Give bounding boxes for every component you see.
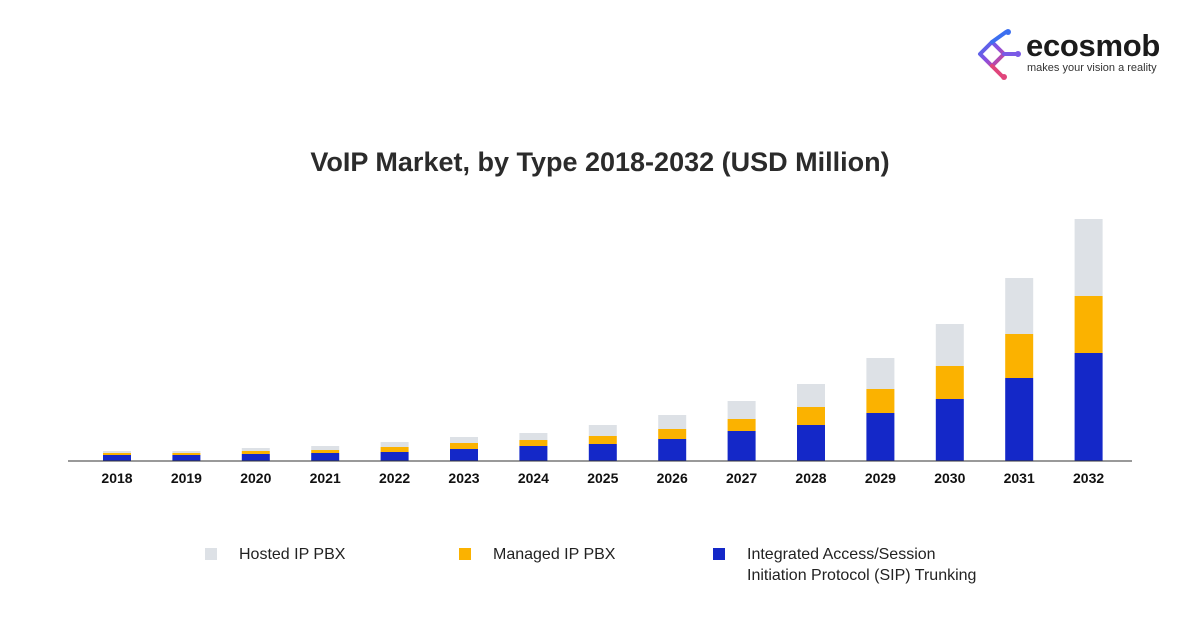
x-tick-label-2032: 2032 <box>1073 470 1104 486</box>
bar-hosted-2024 <box>519 433 548 440</box>
bar-sip-2024 <box>519 446 548 461</box>
bar-hosted-2026 <box>658 415 687 429</box>
bar-hosted-2028 <box>797 384 825 407</box>
bar-managed-2019 <box>172 453 201 455</box>
bar-sip-2028 <box>797 425 825 461</box>
bar-sip-2029 <box>866 413 895 461</box>
x-tick-label-2026: 2026 <box>657 470 688 486</box>
x-tick-label-2028: 2028 <box>795 470 826 486</box>
bar-managed-2020 <box>241 451 270 454</box>
x-tick-label-2025: 2025 <box>587 470 618 486</box>
x-tick-label-2029: 2029 <box>865 470 896 486</box>
bar-managed-2028 <box>797 407 825 425</box>
bar-hosted-2023 <box>450 437 478 443</box>
bar-managed-2021 <box>311 450 340 453</box>
bar-sip-2032 <box>1074 353 1103 461</box>
bar-sip-2023 <box>450 449 478 461</box>
chart-title: VoIP Market, by Type 2018-2032 (USD Mill… <box>310 147 890 177</box>
bar-sip-2022 <box>380 452 409 461</box>
bar-managed-2023 <box>450 443 478 449</box>
x-tick-label-2023: 2023 <box>448 470 479 486</box>
bar-hosted-2030 <box>935 324 964 366</box>
bar-hosted-2021 <box>311 446 340 450</box>
bar-managed-2032 <box>1074 296 1103 353</box>
x-tick-label-2020: 2020 <box>240 470 271 486</box>
bar-managed-2030 <box>935 366 964 399</box>
bar-hosted-2032 <box>1074 219 1103 296</box>
x-tick-label-2018: 2018 <box>101 470 132 486</box>
bar-managed-2027 <box>727 419 756 431</box>
x-tick-label-2031: 2031 <box>1004 470 1035 486</box>
bar-sip-2025 <box>588 444 617 461</box>
bar-hosted-2031 <box>1005 278 1034 334</box>
ecosmob-logo-icon <box>978 29 1021 80</box>
bar-hosted-2027 <box>727 401 756 419</box>
bar-sip-2021 <box>311 453 340 461</box>
bar-managed-2029 <box>866 389 895 413</box>
x-tick-label-2021: 2021 <box>310 470 341 486</box>
bar-sip-2026 <box>658 439 687 461</box>
bar-sip-2030 <box>935 399 964 461</box>
bar-hosted-2029 <box>866 358 895 389</box>
bar-sip-2019 <box>172 455 201 461</box>
bar-hosted-2022 <box>380 442 409 447</box>
x-tick-label-2030: 2030 <box>934 470 965 486</box>
x-tick-label-2024: 2024 <box>518 470 549 486</box>
bar-managed-2031 <box>1005 334 1034 378</box>
bar-managed-2024 <box>519 440 548 446</box>
bar-managed-2026 <box>658 429 687 439</box>
bar-hosted-2020 <box>241 448 270 451</box>
x-tick-label-2019: 2019 <box>171 470 202 486</box>
ecosmob-logo: ecosmob makes your vision a reality <box>972 28 1177 80</box>
bar-sip-2031 <box>1005 378 1034 461</box>
bar-hosted-2018 <box>103 451 131 453</box>
bar-hosted-2025 <box>588 425 617 436</box>
x-tick-label-2022: 2022 <box>379 470 410 486</box>
bar-managed-2022 <box>380 447 409 452</box>
brand-tagline: makes your vision a reality <box>1027 62 1157 74</box>
bar-sip-2027 <box>727 431 756 461</box>
bar-sip-2020 <box>241 454 270 461</box>
bar-managed-2018 <box>103 453 131 455</box>
bar-managed-2025 <box>588 436 617 444</box>
x-tick-labels: 2018 2019 2020 2021 2022 2023 2024 2025 2026 2027… <box>101 470 1104 486</box>
bars-group <box>103 219 1103 461</box>
bar-sip-2018 <box>103 455 131 461</box>
bar-hosted-2019 <box>172 451 201 453</box>
brand-name: ecosmob <box>1026 28 1160 63</box>
x-tick-label-2027: 2027 <box>726 470 757 486</box>
